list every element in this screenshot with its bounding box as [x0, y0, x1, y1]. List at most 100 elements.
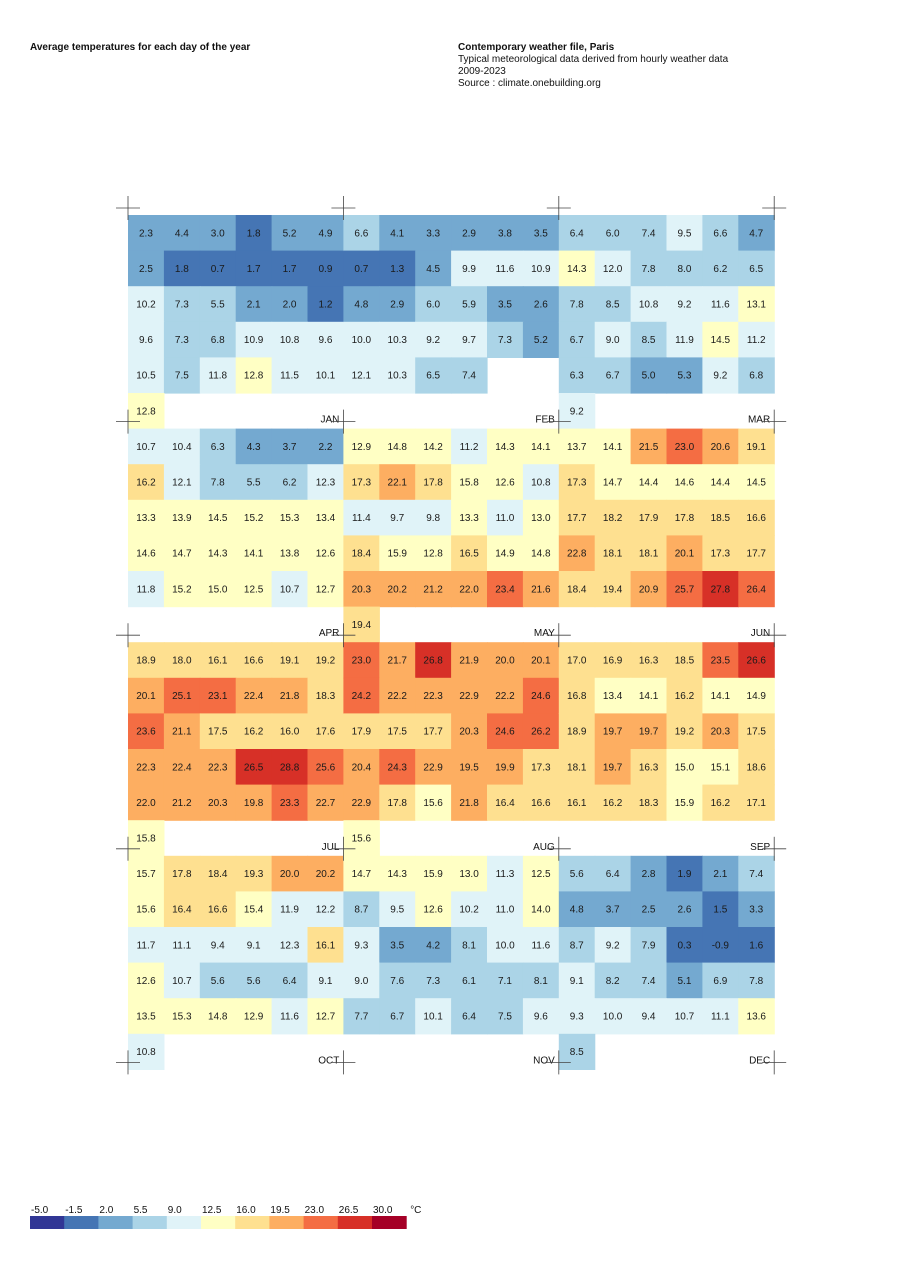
day-cell	[199, 962, 237, 999]
day-cell	[594, 464, 632, 501]
day-value-label: 10.7	[172, 976, 192, 987]
month-label: JUL	[322, 842, 340, 853]
day-value-label: 14.3	[208, 549, 228, 560]
day-value-label: 5.1	[677, 976, 691, 987]
day-cell	[199, 428, 237, 465]
day-cell	[558, 571, 596, 608]
day-cell	[379, 286, 416, 323]
day-cell	[199, 927, 237, 964]
day-cell	[702, 998, 739, 1035]
day-value-label: 18.6	[747, 762, 767, 773]
day-value-label: 5.6	[211, 976, 225, 987]
day-value-label: 14.6	[675, 478, 695, 489]
day-value-label: 9.7	[462, 335, 476, 346]
day-cell	[558, 891, 596, 928]
day-cell	[128, 215, 165, 252]
day-cell	[379, 677, 416, 714]
day-value-label: 6.7	[570, 335, 584, 346]
day-cell	[307, 535, 344, 572]
day-value-label: 20.1	[531, 656, 551, 667]
month-block-oct: 15.7 17.8 18.4 19.3 20.0 20.2 15.6 16.4 16.6 15.4…	[128, 855, 344, 1070]
day-value-label: 6.3	[570, 371, 584, 382]
day-cell	[702, 321, 739, 358]
day-value-label: 14.7	[352, 869, 372, 880]
day-value-label: 1.3	[390, 264, 404, 275]
day-cell	[666, 998, 703, 1035]
day-value-label: 22.1	[388, 478, 408, 489]
day-value-label: 15.8	[459, 478, 479, 489]
day-value-label: 11.3	[496, 869, 515, 880]
day-value-label: 3.7	[606, 905, 620, 916]
day-cell	[343, 464, 380, 501]
corner-crosshair	[762, 623, 787, 648]
day-cell	[128, 784, 165, 821]
month-label: OCT	[318, 1055, 339, 1066]
day-value-label: 16.3	[639, 762, 659, 773]
day-cell	[307, 855, 344, 892]
day-value-label: 9.2	[606, 940, 620, 951]
day-cell	[128, 357, 165, 394]
day-value-label: 16.5	[459, 549, 479, 560]
day-cell	[666, 321, 703, 358]
day-cell	[630, 428, 668, 465]
day-cell	[235, 962, 273, 999]
day-cell	[451, 749, 488, 786]
day-value-label: 2.3	[139, 228, 153, 239]
day-value-label: 6.3	[211, 442, 225, 453]
day-value-label: 13.3	[136, 513, 156, 524]
day-cell	[594, 677, 632, 714]
day-cell	[487, 784, 524, 821]
day-value-label: 9.5	[390, 905, 404, 916]
day-value-label: 12.3	[316, 478, 336, 489]
day-value-label: 19.5	[459, 762, 479, 773]
day-cell	[522, 464, 560, 501]
corner-crosshair	[546, 836, 571, 861]
day-value-label: 8.1	[534, 976, 548, 987]
day-value-label: 5.5	[211, 300, 225, 311]
day-value-label: 11.6	[531, 940, 550, 951]
day-cell	[594, 428, 632, 465]
day-cell	[630, 357, 668, 394]
day-cell	[487, 286, 524, 323]
day-cell	[199, 286, 237, 323]
day-value-label: 14.3	[388, 869, 408, 880]
day-cell	[594, 855, 632, 892]
day-value-label: 9.6	[318, 335, 332, 346]
day-cell	[343, 891, 380, 928]
day-value-label: 3.0	[211, 228, 225, 239]
day-value-label: 1.7	[283, 264, 297, 275]
day-value-label: 17.1	[747, 798, 767, 809]
day-cell	[307, 428, 344, 465]
day-value-label: 12.9	[352, 442, 372, 453]
day-value-label: 15.6	[423, 798, 443, 809]
day-value-label: 22.3	[136, 762, 156, 773]
day-value-label: 15.3	[280, 513, 300, 524]
day-value-label: 10.7	[675, 1012, 695, 1023]
dataset-source: Source : climate.onebuilding.org	[458, 78, 601, 89]
day-cell	[558, 998, 596, 1035]
day-cell	[128, 677, 165, 714]
day-value-label: 19.2	[316, 656, 336, 667]
day-cell	[702, 962, 739, 999]
month-block-aug: 23.0 21.7 26.8 21.9 20.0 20.1 24.2 22.2 22.3 22.9…	[343, 642, 560, 857]
day-cell	[271, 535, 309, 572]
day-value-label: 19.7	[639, 727, 659, 738]
day-cell	[415, 677, 452, 714]
day-cell	[343, 998, 380, 1035]
day-value-label: 7.3	[498, 335, 512, 346]
day-value-label: 13.3	[459, 513, 479, 524]
day-cell	[128, 642, 165, 679]
day-value-label: 16.6	[244, 656, 264, 667]
day-cell	[235, 464, 273, 501]
month-block-may: 12.9 14.8 14.2 11.2 14.3 14.1 17.3 22.1 17.8 15.8…	[343, 428, 560, 643]
day-value-label: 16.8	[567, 691, 587, 702]
day-value-label: 12.8	[136, 406, 156, 417]
day-cell	[702, 784, 739, 821]
day-value-label: 15.2	[244, 513, 264, 524]
day-value-label: 5.6	[247, 976, 261, 987]
day-cell	[163, 428, 201, 465]
day-cell	[343, 820, 380, 857]
day-value-label: 22.9	[423, 762, 443, 773]
legend-tick-label: 30.0	[373, 1205, 393, 1216]
day-cell	[128, 749, 165, 786]
